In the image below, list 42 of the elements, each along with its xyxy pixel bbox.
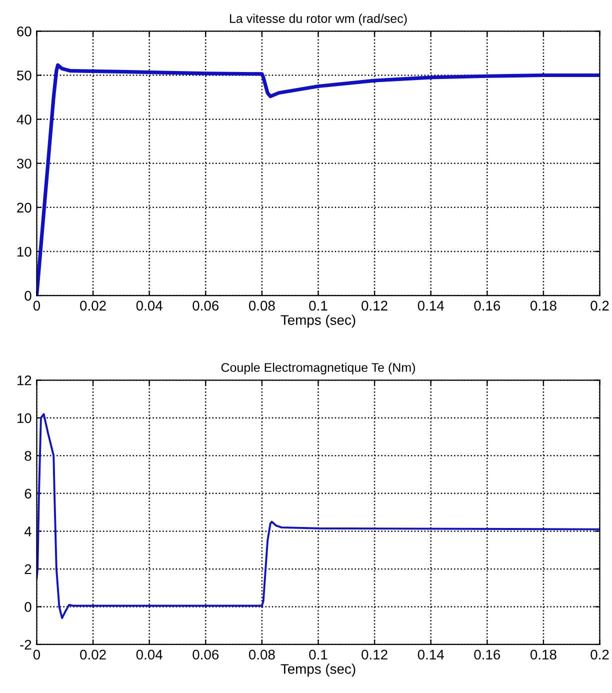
x-tick-label: 0.16 [474, 300, 500, 311]
y-tick-label: 10 [17, 413, 32, 424]
x-tick-label: 0.1 [309, 650, 328, 660]
x-tick-label: 0.02 [80, 300, 106, 311]
x-tick-label: 0.12 [362, 650, 388, 660]
x-tick-label: 0.06 [192, 300, 219, 311]
y-tick-label: 10 [17, 246, 32, 257]
chart-title: Couple Electromagnetique Te (Nm) [221, 362, 415, 374]
x-tick-label: 0.18 [530, 300, 556, 311]
x-tick-label: 0.14 [418, 650, 444, 660]
y-tick-label: 50 [16, 70, 32, 80]
x-tick-label: 0.14 [418, 300, 444, 311]
x-axis-title: Temps (sec) [280, 314, 356, 328]
x-tick-label: 0.06 [192, 650, 219, 660]
y-tick-label: 60 [17, 26, 32, 36]
x-tick-label: 0 [33, 300, 40, 311]
chart-title: La vitesse du rotor wm (rad/sec) [230, 14, 407, 26]
y-tick-label: 20 [17, 202, 32, 213]
y-tick-label: 0 [24, 290, 32, 301]
y-tick-label: 30 [16, 158, 32, 169]
x-axis-title: Temps (sec) [280, 664, 356, 677]
y-tick-label: 4 [24, 526, 32, 536]
y-tick-label: 40 [16, 114, 32, 124]
y-tick-label: 6 [24, 488, 32, 499]
y-tick-label: 2 [24, 564, 32, 574]
y-tick-label: 0 [24, 602, 32, 612]
x-tick-label: 0.1 [309, 300, 328, 311]
y-tick-label: -2 [20, 640, 32, 650]
x-tick-label: 0.2 [590, 300, 609, 311]
x-tick-label: 0.02 [80, 650, 106, 660]
y-tick-label: 8 [24, 451, 32, 461]
x-tick-label: 0.2 [590, 650, 609, 660]
line-series [36, 413, 600, 620]
x-tick-label: 0.04 [136, 300, 162, 311]
x-tick-label: 0.04 [136, 650, 162, 660]
x-tick-label: 0 [33, 650, 40, 660]
x-tick-label: 0.08 [248, 650, 275, 660]
x-tick-label: 0.12 [362, 300, 388, 311]
x-tick-label: 0.16 [474, 650, 500, 660]
x-tick-label: 0.18 [530, 650, 556, 660]
y-tick-label: 12 [17, 375, 32, 386]
x-tick-label: 0.08 [248, 300, 275, 311]
